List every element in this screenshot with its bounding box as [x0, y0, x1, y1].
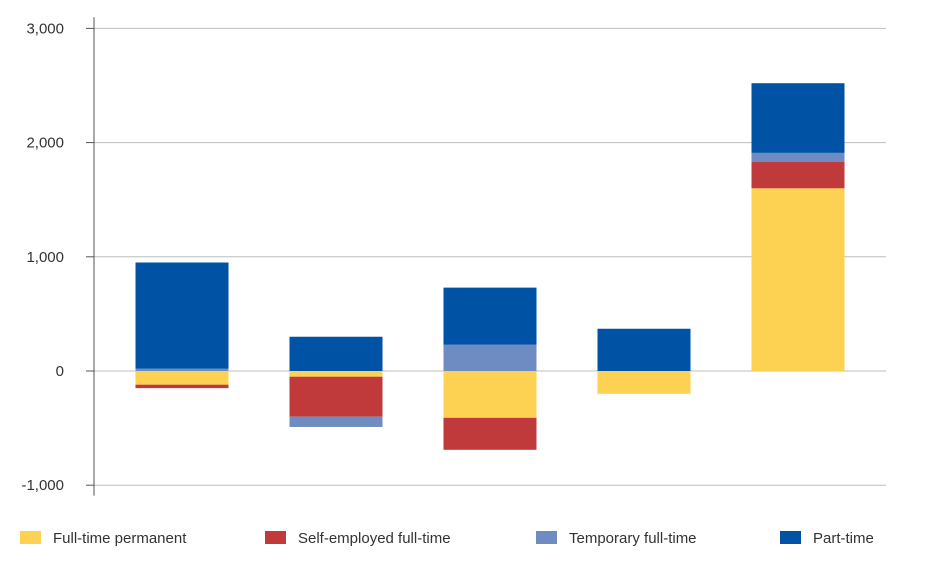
bar-segment — [289, 416, 383, 427]
bar-segment — [751, 188, 845, 371]
bar-segment — [289, 336, 383, 371]
bar-segment — [443, 371, 537, 418]
legend-swatch — [536, 531, 557, 544]
y-tick-label: 1,000 — [26, 249, 64, 266]
legend-swatch — [780, 531, 801, 544]
legend-label: Self-employed full-time — [298, 530, 451, 547]
bar-segment — [135, 371, 229, 385]
y-tick-label: -1,000 — [21, 477, 64, 494]
bar-segment — [289, 376, 383, 417]
bar-segment — [135, 384, 229, 389]
y-tick-label: 3,000 — [26, 20, 64, 37]
legend: Full-time permanent Self-employed full-ti… — [20, 530, 874, 547]
bar-segment — [597, 328, 691, 371]
y-tick-label: 0 — [56, 363, 64, 380]
y-tick-label: 2,000 — [26, 135, 64, 152]
bar-segment — [135, 262, 229, 369]
legend-label: Temporary full-time — [569, 530, 697, 547]
legend-swatch — [265, 531, 286, 544]
bar-segment — [443, 287, 537, 345]
bar-segment — [751, 162, 845, 189]
bar-segment — [135, 368, 229, 371]
bar-segment — [443, 344, 537, 371]
bars — [135, 83, 845, 450]
legend-swatch — [20, 531, 41, 544]
bar-segment — [443, 417, 537, 450]
y-axis: -1,000 0 1,000 2,000 3,000 — [21, 17, 95, 496]
bar-segment — [289, 371, 383, 377]
legend-label: Full-time permanent — [53, 530, 187, 547]
bar-segment — [597, 371, 691, 394]
bar-segment — [751, 152, 845, 163]
bar-segment — [751, 83, 845, 153]
legend-label: Part-time — [813, 530, 874, 547]
